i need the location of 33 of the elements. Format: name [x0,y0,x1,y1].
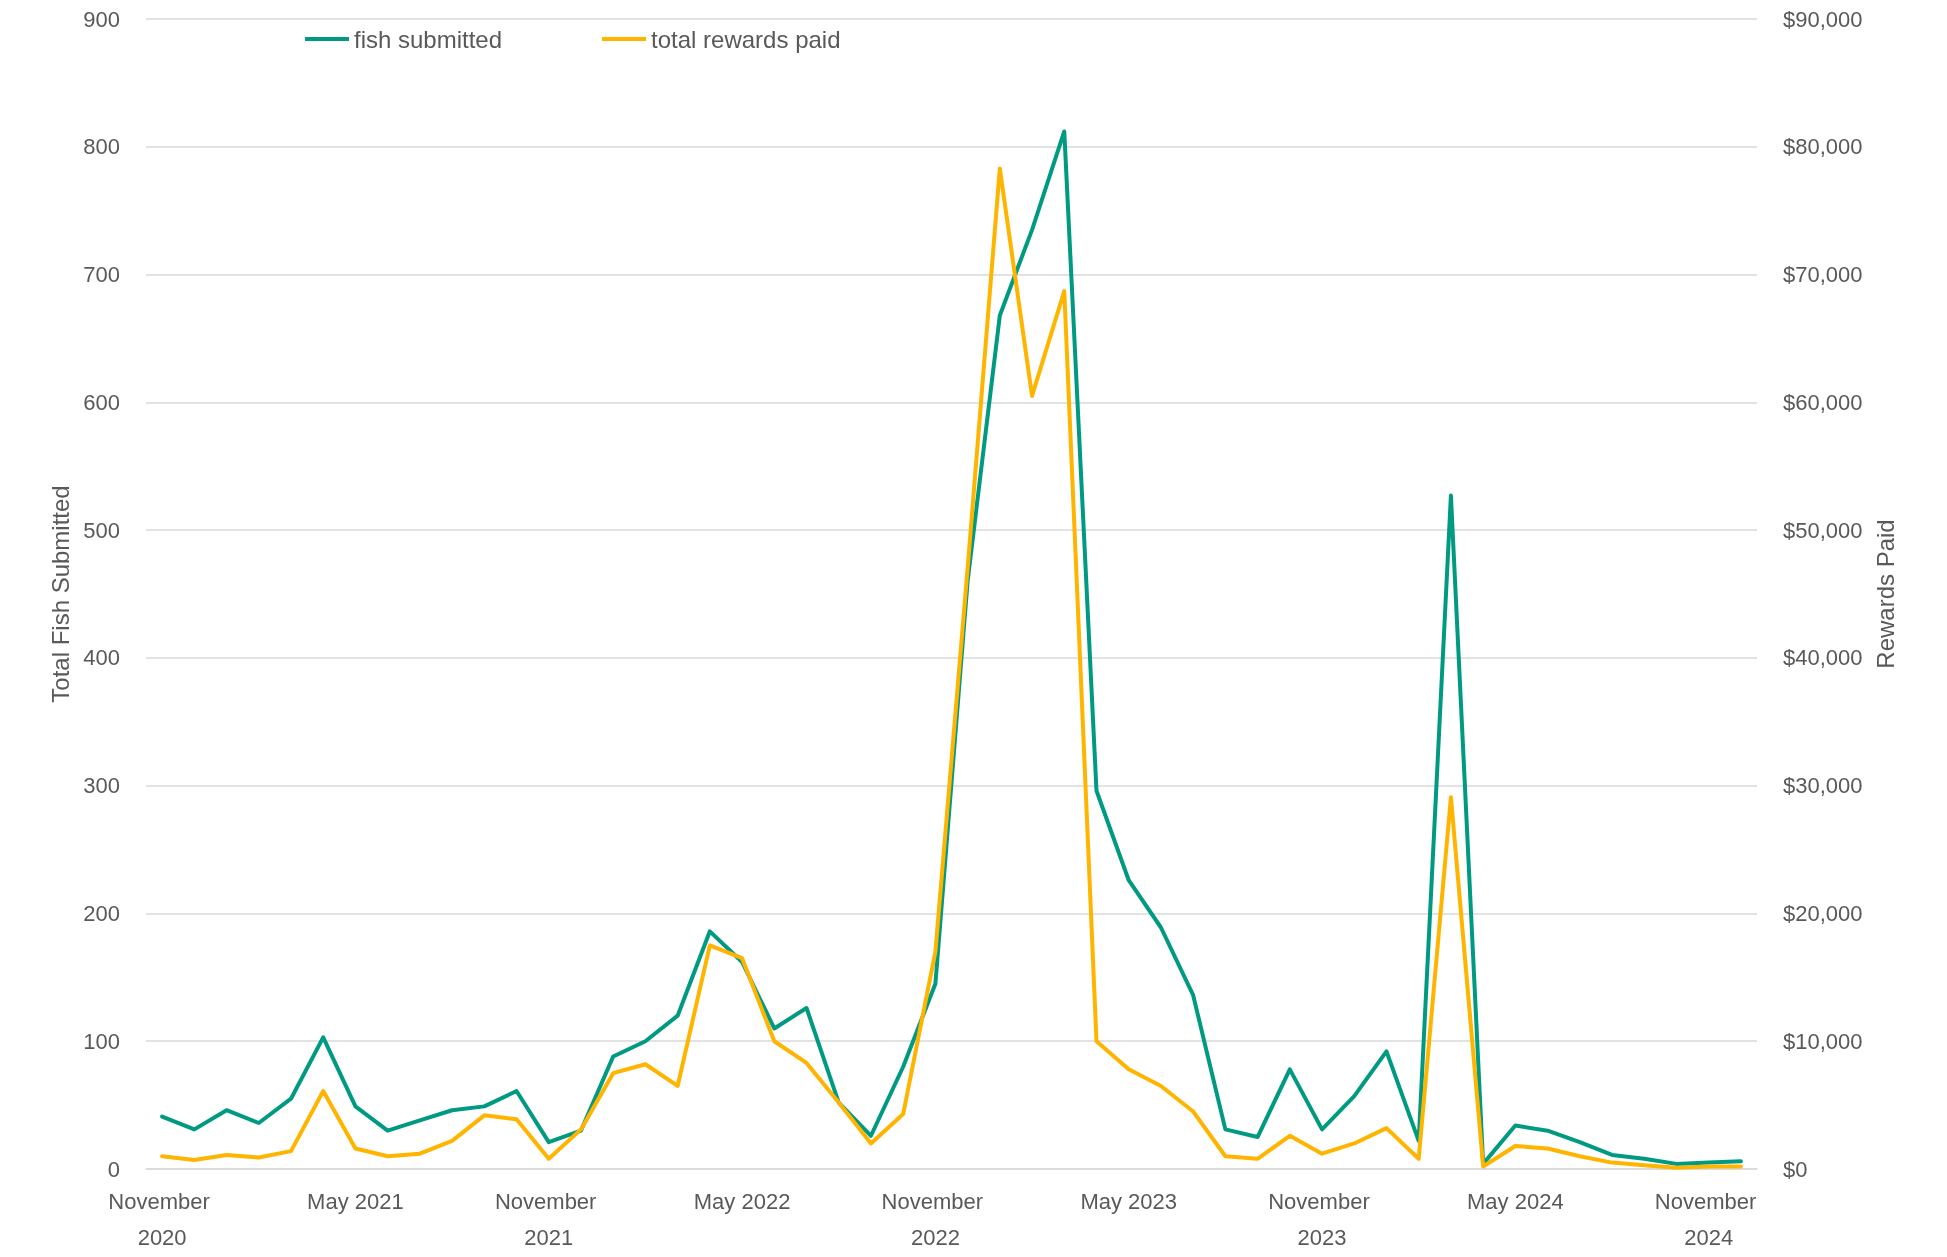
y2-tick-label: $40,000 [1783,645,1863,671]
x-tick-label: November 2021 [494,1188,603,1250]
x-tick-label: May 2024 [1467,1188,1564,1214]
legend-label: total rewards paid [651,25,841,53]
y2-tick-label: $50,000 [1783,517,1863,543]
y2-tick-label: $30,000 [1783,773,1863,799]
y2-tick-label: $10,000 [1783,1028,1863,1054]
x-tick-label: November 2020 [108,1188,216,1250]
y2-tick-label: $60,000 [1783,389,1863,415]
x-tick-label: November 2024 [1654,1188,1763,1250]
y2-tick-label: $20,000 [1783,900,1863,926]
y-tick-label: 600 [83,389,120,415]
y2-tick-label: $90,000 [1783,6,1863,32]
y-tick-label: 700 [83,262,120,288]
y-tick-label: 400 [83,645,120,671]
y-tick-label: 300 [83,773,120,799]
legend-label: fish submitted [354,25,503,53]
y-tick-label: 200 [83,900,120,926]
x-tick-label: November 2022 [881,1188,990,1250]
x-tick-label: May 2023 [1080,1188,1178,1214]
y-axis-title: Total Fish Submitted [46,485,74,703]
x-tick-label: May 2022 [693,1188,791,1214]
y2-tick-label: $0 [1783,1156,1808,1182]
y-tick-label: 0 [107,1156,120,1182]
y-tick-label: 100 [83,1028,120,1054]
x-tick-label: November 2023 [1268,1188,1376,1250]
y-tick-label: 900 [83,6,120,32]
x-tick-label: May 2021 [307,1188,404,1214]
y-tick-label: 800 [83,134,120,160]
y2-tick-label: $80,000 [1783,134,1863,160]
y2-tick-label: $70,000 [1783,262,1863,288]
y2-axis-title: Rewards Paid [1871,519,1899,669]
y-tick-label: 500 [83,517,120,543]
